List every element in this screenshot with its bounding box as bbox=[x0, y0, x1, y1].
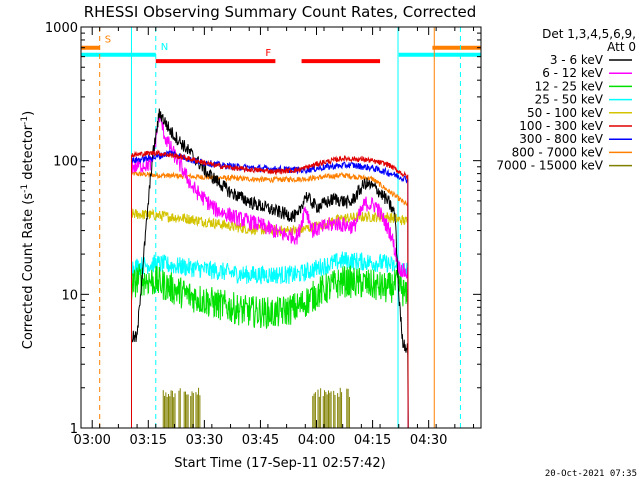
series-line-12-25-kev bbox=[131, 264, 409, 428]
legend-label-800-7000-kev: 800 - 7000 keV bbox=[512, 145, 604, 159]
chart-title: RHESSI Observing Summary Count Rates, Co… bbox=[84, 3, 477, 21]
series-line-6-12-kev bbox=[131, 112, 409, 428]
footer-date: 20-Oct-2021 07:35 bbox=[545, 469, 637, 479]
flag-label-s: S bbox=[105, 35, 111, 46]
y-axis-label: Corrected Count Rate (s-1 detector-1) bbox=[20, 111, 36, 349]
x-tick-label-04-15: 04:15 bbox=[354, 433, 391, 448]
legend-header-attenuator: Att 0 bbox=[607, 40, 636, 54]
x-tick-label-03-30: 03:30 bbox=[186, 433, 223, 448]
y-tick-label-10: 10 bbox=[61, 288, 78, 303]
legend-label-50-100-kev: 50 - 100 keV bbox=[527, 106, 604, 120]
series-line-800-7000-kev bbox=[131, 170, 409, 428]
series-layer bbox=[131, 108, 409, 428]
legend-label-12-25-kev: 12 - 25 keV bbox=[535, 79, 604, 93]
vlines-layer bbox=[99, 27, 461, 428]
y-tick-label-100: 100 bbox=[53, 155, 78, 170]
flags-layer: S N F bbox=[81, 35, 481, 64]
series-7000-15000-kev bbox=[162, 387, 350, 428]
y-axis: 1 10 100 1000 bbox=[45, 21, 481, 437]
series-6-12-kev bbox=[131, 112, 409, 428]
series-100-300-kev bbox=[131, 149, 409, 428]
legend-label-3-6-kev: 3 - 6 keV bbox=[550, 53, 604, 67]
series-3-6-kev bbox=[131, 108, 409, 428]
series-12-25-kev bbox=[131, 264, 409, 428]
y-tick-label-1: 1 bbox=[70, 422, 78, 437]
series-line-100-300-kev bbox=[131, 149, 409, 428]
series-25-50-kev bbox=[131, 251, 409, 428]
legend-label-6-12-kev: 6 - 12 keV bbox=[542, 66, 604, 80]
flag-label-n: N bbox=[161, 42, 168, 53]
x-tick-label-03-45: 03:45 bbox=[242, 433, 279, 448]
legend-label-100-300-kev: 100 - 300 keV bbox=[519, 119, 603, 133]
plot-frame bbox=[80, 26, 482, 429]
x-tick-label-04-00: 04:00 bbox=[298, 433, 335, 448]
series-line-25-50-kev bbox=[131, 251, 409, 428]
x-axis-label: Start Time (17-Sep-11 02:57:42) bbox=[174, 456, 385, 471]
series-line-3-6-kev bbox=[131, 108, 409, 428]
series-800-7000-kev bbox=[131, 170, 409, 428]
x-axis: 03:00 03:15 03:30 03:45 04:00 04:15 04:30 bbox=[73, 27, 475, 448]
legend-label-300-800-kev: 300 - 800 keV bbox=[519, 132, 603, 146]
flag-label-f: F bbox=[265, 48, 271, 59]
x-tick-label-03-15: 03:15 bbox=[130, 433, 167, 448]
y-tick-label-1000: 1000 bbox=[45, 21, 78, 36]
legend-label-7000-15000-kev: 7000 - 15000 keV bbox=[496, 159, 603, 173]
x-tick-label-04-30: 04:30 bbox=[410, 433, 447, 448]
legend-header-detectors: Det 1,3,4,5,6,9, bbox=[542, 27, 636, 41]
legend-label-25-50-kev: 25 - 50 keV bbox=[535, 93, 604, 107]
x-tick-label-03-00: 03:00 bbox=[73, 433, 110, 448]
